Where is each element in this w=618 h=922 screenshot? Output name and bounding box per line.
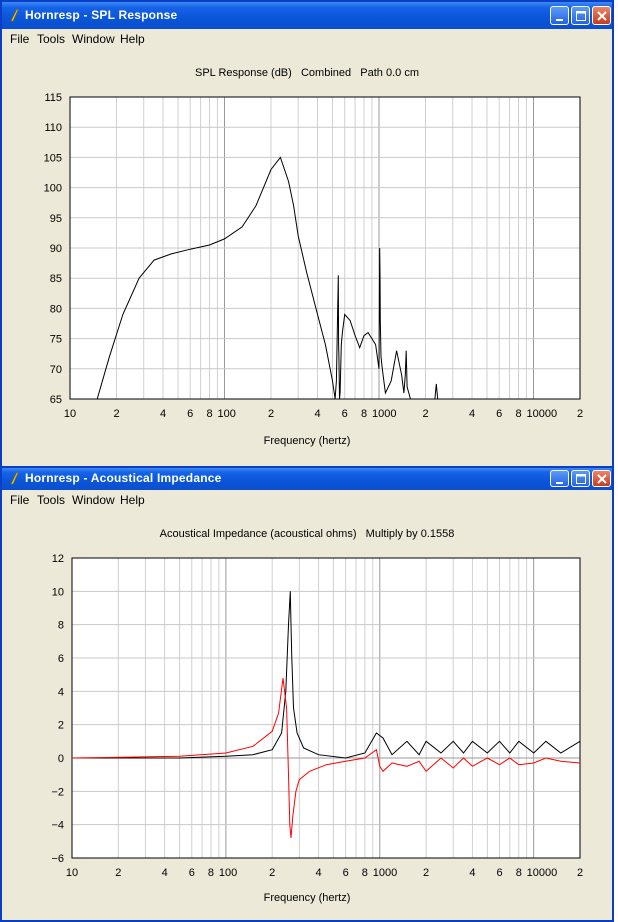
x-tick-label: 4 xyxy=(162,867,168,879)
x-tick-label: 2 xyxy=(577,408,583,420)
y-tick-label: 12 xyxy=(52,553,64,565)
x-tick-label: 2 xyxy=(422,408,428,420)
x-tick-label: 4 xyxy=(315,867,321,879)
x-tick-label: 100 xyxy=(219,867,237,879)
y-tick-label: 6 xyxy=(58,653,64,665)
plot-frame xyxy=(69,96,581,400)
x-tick-label: 10000 xyxy=(526,408,557,420)
y-tick-label: 110 xyxy=(44,122,62,134)
acoustical-impedance-window: Hornresp - Acoustical Impedance File Too… xyxy=(0,466,614,922)
x-tick-label: 8 xyxy=(362,867,368,879)
maximize-icon xyxy=(576,474,586,484)
x-tick-label: 6 xyxy=(343,867,349,879)
x-tick-label: 2 xyxy=(269,867,275,879)
x-tick-label: 1000 xyxy=(373,867,397,879)
x-tick-label: 6 xyxy=(187,408,193,420)
x-tick-label: 2 xyxy=(577,867,583,879)
plot-background xyxy=(72,558,580,858)
y-tick-label: 4 xyxy=(58,686,64,698)
y-tick-label: 115 xyxy=(44,92,62,104)
menu-help[interactable]: Help xyxy=(120,32,145,46)
x-tick-label: 6 xyxy=(189,867,195,879)
y-tick-label: 90 xyxy=(50,243,62,255)
menu-window[interactable]: Window xyxy=(72,493,115,507)
close-icon xyxy=(597,11,607,21)
chart-title: Acoustical Impedance (acoustical ohms) M… xyxy=(159,528,455,540)
y-tick-label: −4 xyxy=(51,820,64,832)
y-tick-label: 70 xyxy=(50,364,62,376)
menu-file[interactable]: File xyxy=(10,32,30,46)
impedance-chart: −6 −4 −2 0 2 4 6 8 10 12 10 2 4 6 8 100 2 4 6 8 1000 2 4 6 8 1000… xyxy=(51,553,583,879)
menu-tools[interactable]: Tools xyxy=(37,32,66,46)
x-tick-label: 2 xyxy=(113,408,119,420)
x-tick-label: 1000 xyxy=(372,408,396,420)
x-tick-label: 10 xyxy=(66,867,78,879)
series-line-0 xyxy=(96,156,439,399)
minimize-icon xyxy=(556,19,563,21)
y-tick-label: 8 xyxy=(58,620,64,632)
y-tick-label: 65 xyxy=(50,394,62,406)
x-tick-label: 4 xyxy=(469,408,475,420)
x-tick-label: 4 xyxy=(314,408,320,420)
titlebar[interactable]: Hornresp - Acoustical Impedance xyxy=(2,468,612,490)
x-tick-label: 6 xyxy=(496,867,502,879)
maximize-button[interactable] xyxy=(571,470,590,487)
series-line-1 xyxy=(72,677,580,839)
titlebar[interactable]: Hornresp - SPL Response xyxy=(2,2,612,29)
x-tick-label: 8 xyxy=(206,408,212,420)
y-tick-label: 80 xyxy=(50,303,62,315)
menubar: File Tools Window Help xyxy=(2,29,612,49)
y-tick-label: 2 xyxy=(58,720,64,732)
x-tick-label: 100 xyxy=(217,408,235,420)
chart-area: SPL Response (dB) Combined Path 0.0 cm 6… xyxy=(2,49,612,466)
series-line-0 xyxy=(72,591,580,759)
minimize-button[interactable] xyxy=(550,6,569,25)
hornresp-icon xyxy=(10,8,19,22)
chart-area: Acoustical Impedance (acoustical ohms) M… xyxy=(2,510,612,920)
x-tick-label: 8 xyxy=(361,408,367,420)
window-title: Hornresp - Acoustical Impedance xyxy=(25,471,222,485)
window-title: Hornresp - SPL Response xyxy=(25,8,178,22)
x-tick-label: 8 xyxy=(208,867,214,879)
y-tick-label: −2 xyxy=(51,786,64,798)
minimize-button[interactable] xyxy=(550,470,569,487)
y-tick-label: 75 xyxy=(50,334,62,346)
spl-response-window: Hornresp - SPL Response File Tools Windo… xyxy=(0,0,614,468)
x-tick-label: 4 xyxy=(160,408,166,420)
close-button[interactable] xyxy=(592,6,611,25)
x-axis-label: Frequency (hertz) xyxy=(263,435,351,447)
x-tick-label: 10 xyxy=(64,408,76,420)
x-tick-label: 2 xyxy=(115,867,121,879)
menu-help[interactable]: Help xyxy=(120,493,145,507)
x-tick-label: 4 xyxy=(469,867,475,879)
plot-frame xyxy=(71,557,581,859)
x-tick-label: 8 xyxy=(515,408,521,420)
y-tick-label: −6 xyxy=(51,853,64,865)
menu-tools[interactable]: Tools xyxy=(37,493,66,507)
y-tick-label: 10 xyxy=(52,586,64,598)
hornresp-icon xyxy=(10,471,19,485)
x-tick-label: 6 xyxy=(496,408,502,420)
minimize-icon xyxy=(556,482,563,484)
x-tick-label: 8 xyxy=(516,867,522,879)
x-tick-label: 10000 xyxy=(527,867,558,879)
y-tick-label: 95 xyxy=(50,213,62,225)
x-tick-label: 6 xyxy=(342,408,348,420)
x-tick-label: 2 xyxy=(423,867,429,879)
maximize-button[interactable] xyxy=(571,6,590,25)
maximize-icon xyxy=(576,11,586,21)
y-tick-label: 105 xyxy=(44,152,62,164)
x-axis-label: Frequency (hertz) xyxy=(263,892,351,904)
y-tick-label: 85 xyxy=(50,273,62,285)
close-button[interactable] xyxy=(592,470,611,487)
menu-window[interactable]: Window xyxy=(72,32,115,46)
x-tick-label: 2 xyxy=(268,408,274,420)
y-tick-label: 0 xyxy=(58,753,64,765)
close-icon xyxy=(597,474,607,484)
menu-file[interactable]: File xyxy=(10,493,30,507)
menubar: File Tools Window Help xyxy=(2,490,612,510)
y-tick-label: 100 xyxy=(44,183,62,195)
chart-title: SPL Response (dB) Combined Path 0.0 cm xyxy=(195,67,419,79)
